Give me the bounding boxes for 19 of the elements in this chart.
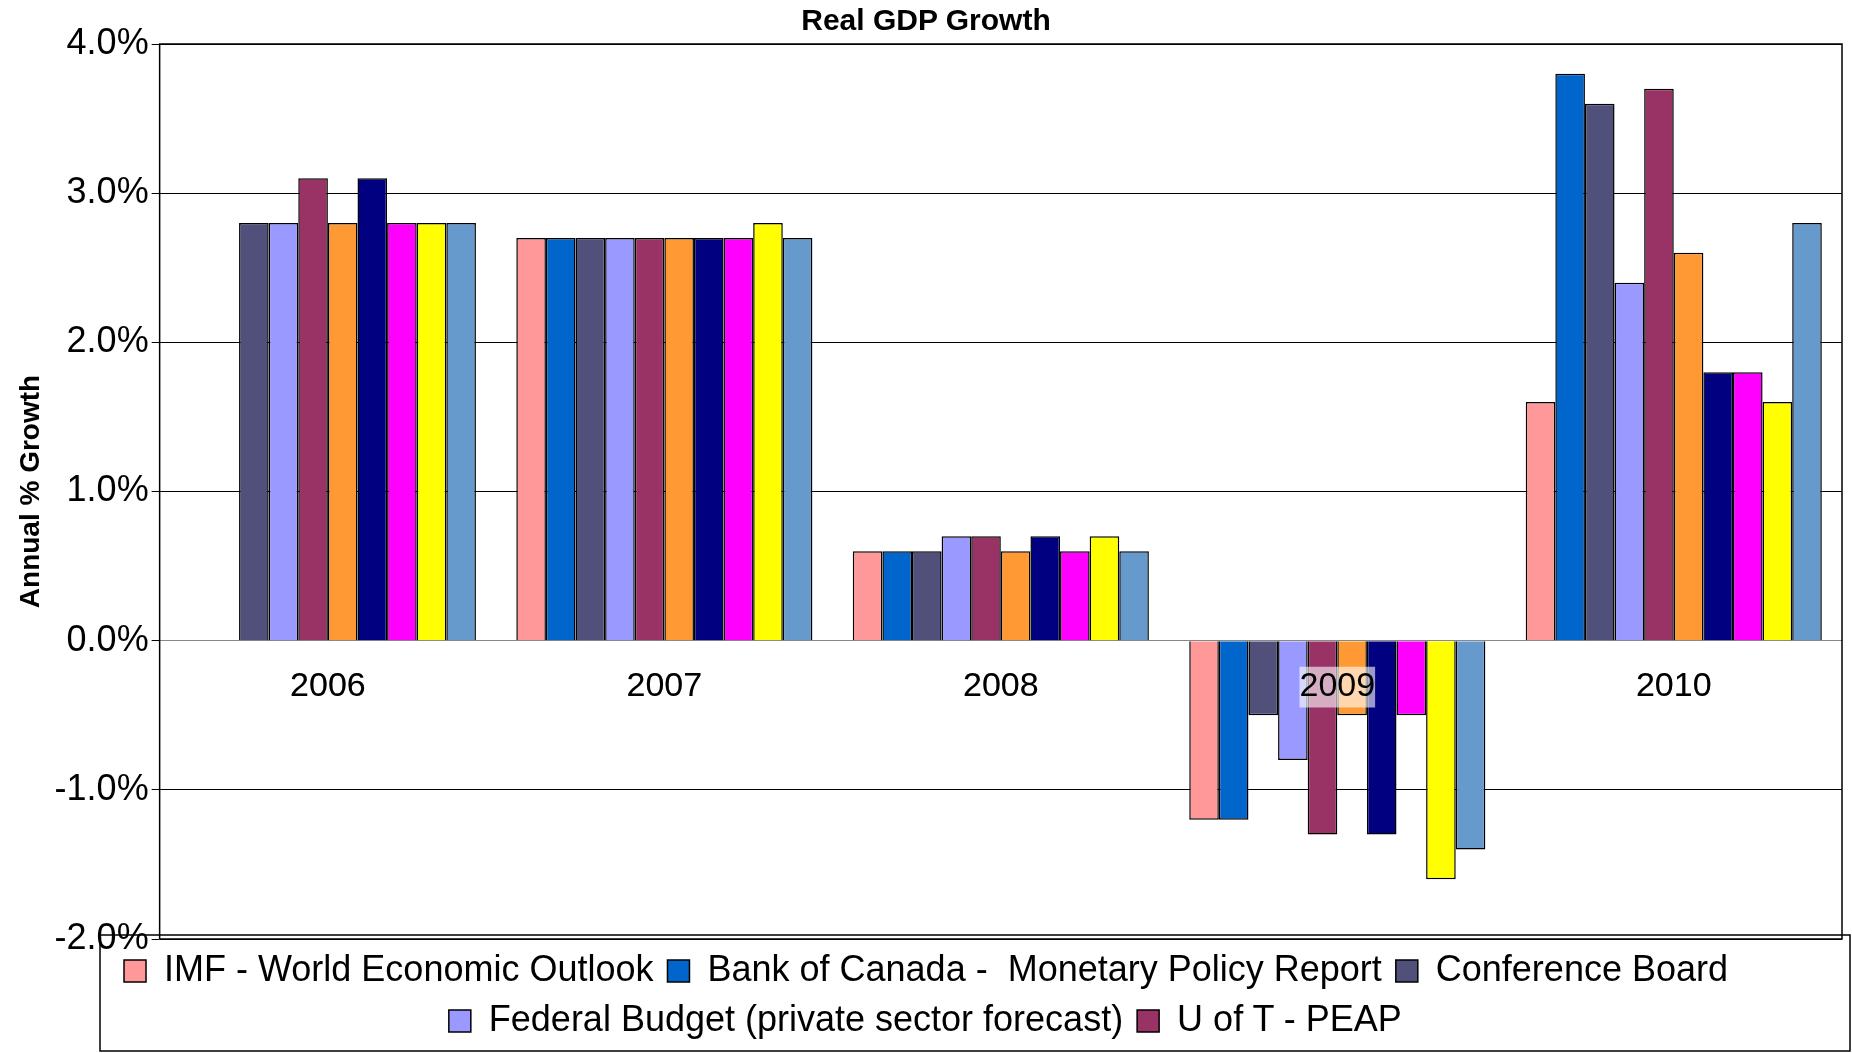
y-tick-label: 3.0%	[66, 170, 149, 212]
y-tick-label: -1.0%	[54, 766, 149, 808]
y-tick-label: -2.0%	[54, 915, 149, 957]
legend-label: U of T - PEAP	[1177, 997, 1402, 1039]
y-tick-label: 0.0%	[66, 617, 149, 659]
x-tick-label: 2007	[626, 665, 703, 704]
x-tick-label: 2009	[1299, 665, 1376, 704]
y-tick-label: 1.0%	[66, 468, 149, 510]
x-tick-label: 2008	[963, 665, 1039, 704]
chart-title: Real GDP Growth	[801, 3, 1051, 37]
y-tick-label: 2.0%	[66, 319, 149, 361]
y-tick-label: 4.0%	[66, 20, 149, 62]
legend-label: IMF - World Economic Outlook	[164, 947, 655, 989]
legend-label: Conference Board	[1435, 947, 1728, 989]
x-tick-label: 2010	[1635, 665, 1712, 704]
x-tick-label: 2006	[290, 665, 366, 704]
legend-label: Federal Budget (private sector forecast)	[488, 997, 1124, 1039]
legend-label: Bank of Canada - Monetary Policy Report	[707, 947, 1382, 989]
y-axis-title: Annual % Growth	[13, 374, 45, 609]
